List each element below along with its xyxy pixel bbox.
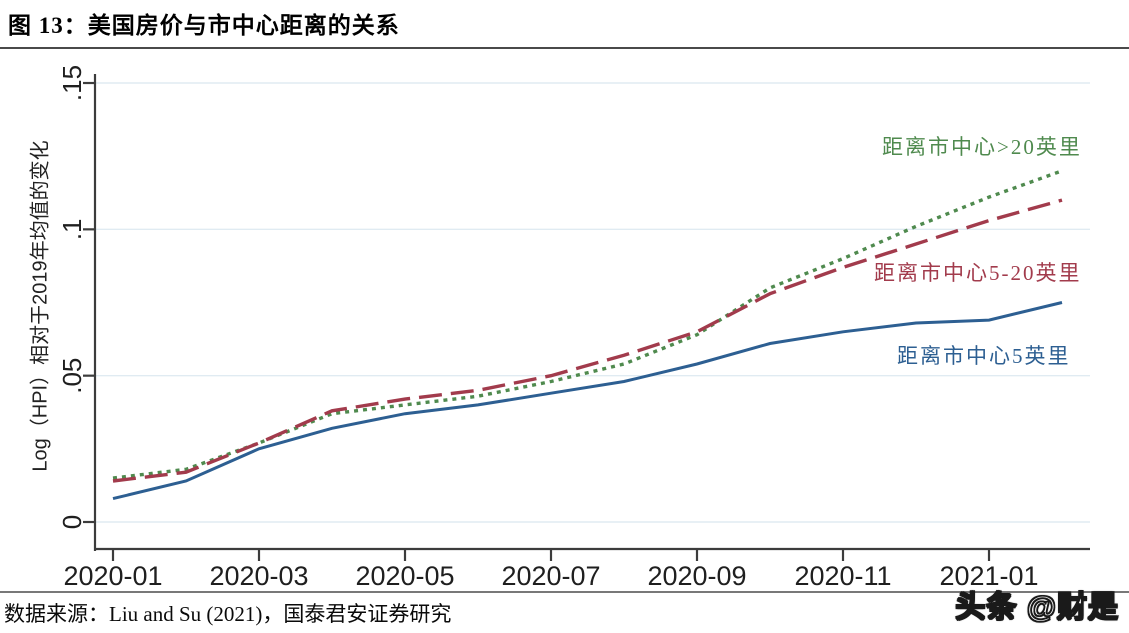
source-note: 数据来源：Liu and Su (2021)，国泰君安证券研究 (4, 602, 452, 626)
x-tick-label: 2020-01 (63, 561, 162, 591)
chart-area: 0 .05 .1 .15 2020-01 2020-03 2020-05 2020-07 202… (0, 48, 1129, 593)
y-tick-label: .05 (57, 358, 87, 394)
series-label-5mi: 距离市中心5英里 (897, 344, 1071, 368)
figure-title: 图 13：美国房价与市中心距离的关系 (8, 13, 400, 38)
series-line-0 (112, 169, 1063, 480)
y-tick-label: 0 (57, 515, 87, 529)
title-divider (0, 47, 1129, 49)
y-tick-label: .15 (57, 65, 87, 101)
x-tick-label: 2020-03 (209, 561, 308, 591)
x-tick-label: 2020-09 (647, 561, 746, 591)
series-label-5to20mi: 距离市中心5-20英里 (874, 261, 1082, 285)
x-tick-label: 2020-07 (501, 561, 600, 591)
x-tick-label: 2020-11 (794, 561, 891, 591)
series-line-1 (112, 198, 1063, 483)
chart-canvas: 0 .05 .1 .15 2020-01 2020-03 2020-05 2020-07 202… (57, 65, 1090, 591)
y-tick-label: .1 (57, 218, 87, 240)
watermark: 头条 @财是 (955, 590, 1119, 624)
source-divider (0, 591, 1129, 593)
x-tick-label: 2021-01 (939, 561, 1038, 591)
series-line-2 (112, 301, 1063, 501)
x-tick-label: 2020-05 (355, 561, 454, 591)
y-axis-title: Log（HPI）相对于2019年均值的变化 (29, 140, 52, 472)
series-label-gt20mi: 距离市中心>20英里 (882, 135, 1082, 159)
